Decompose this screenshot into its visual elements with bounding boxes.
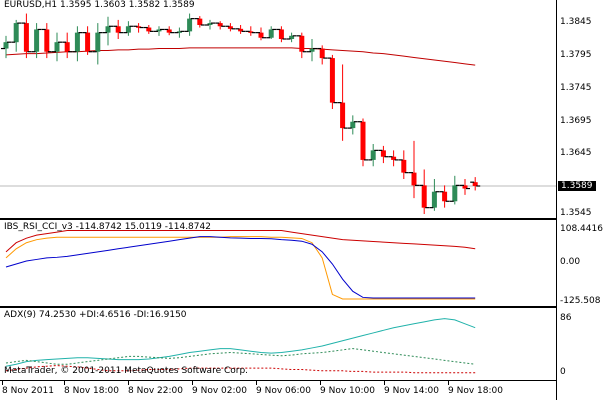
candle-body bbox=[238, 28, 244, 32]
symbol-label: EURUSD,H1 bbox=[4, 0, 58, 10]
candle-body bbox=[309, 48, 315, 52]
time-label: 8 Nov 18:00 bbox=[64, 386, 119, 396]
oscillator-title: IBS_RSI_CCI_v3 -114.8742 15.0119 -114.87… bbox=[4, 222, 211, 232]
candle-body bbox=[176, 31, 182, 33]
adx-svg[interactable] bbox=[0, 310, 556, 380]
candle-body bbox=[472, 182, 478, 186]
candle-body bbox=[95, 32, 101, 52]
candle-body bbox=[146, 27, 152, 32]
adx-max-label: 86 bbox=[560, 313, 572, 323]
oscillator-pane[interactable]: IBS_RSI_CCI_v3 -114.8742 15.0119 -114.87… bbox=[0, 222, 556, 306]
oscillator-min-label: -125.508 bbox=[560, 296, 601, 306]
candle-body bbox=[125, 26, 131, 33]
candle-body bbox=[319, 48, 325, 59]
candle-body bbox=[248, 31, 254, 33]
oscillator-blue-line bbox=[5, 236, 476, 299]
candle-body bbox=[278, 29, 284, 39]
price-chart-svg[interactable] bbox=[0, 0, 556, 218]
candle-body bbox=[370, 150, 376, 160]
candle-body bbox=[34, 29, 40, 52]
time-label: 9 Nov 06:00 bbox=[256, 386, 311, 396]
candle-body bbox=[329, 58, 335, 103]
price-label: 1.3695 bbox=[560, 116, 592, 126]
price-label: 1.3545 bbox=[560, 208, 592, 218]
candle-body bbox=[23, 23, 29, 52]
candle-body bbox=[64, 42, 70, 52]
candle-body bbox=[340, 102, 346, 129]
candle-body bbox=[258, 32, 264, 38]
price-label: 1.3645 bbox=[560, 148, 592, 158]
adx-pane[interactable]: ADX(9) 74.2530 +DI:4.6516 -DI:16.9150 bbox=[0, 310, 556, 380]
oscillator-red-line bbox=[5, 230, 476, 253]
main-chart-title: EURUSD,H1 1.3595 1.3603 1.3582 1.3589 bbox=[4, 0, 195, 10]
adx-plus-di-line bbox=[5, 348, 476, 365]
candle-body bbox=[401, 159, 407, 173]
time-label: 9 Nov 14:00 bbox=[384, 386, 439, 396]
candle-body bbox=[411, 172, 417, 186]
candle-body bbox=[207, 23, 213, 25]
price-chart-pane[interactable]: EURUSD,H1 1.3595 1.3603 1.3582 1.3589 bbox=[0, 0, 556, 218]
oscillator-orange-line bbox=[5, 236, 476, 300]
candle-body bbox=[187, 18, 193, 32]
time-label: 8 Nov 22:00 bbox=[128, 386, 183, 396]
candle-body bbox=[115, 26, 121, 33]
time-label: 9 Nov 10:00 bbox=[320, 386, 375, 396]
copyright-label: MetaTrader, © 2001-2011 MetaQuotes Softw… bbox=[4, 366, 249, 376]
time-axis-line bbox=[0, 380, 556, 381]
pane-separator-1[interactable] bbox=[0, 218, 606, 220]
oscillator-svg[interactable] bbox=[0, 222, 556, 306]
moving-average-line bbox=[5, 47, 476, 66]
candle-body bbox=[197, 18, 203, 25]
candle-body bbox=[13, 23, 19, 43]
candle-body bbox=[442, 191, 448, 202]
candle-body bbox=[136, 26, 142, 28]
price-label: 1.3845 bbox=[560, 17, 592, 27]
adx-title: ADX(9) 74.2530 +DI:4.6516 -DI:16.9150 bbox=[4, 310, 187, 320]
candle-body bbox=[421, 185, 427, 208]
candle-body bbox=[462, 185, 468, 189]
candle-body bbox=[44, 29, 50, 52]
price-axis[interactable] bbox=[556, 0, 606, 400]
time-label: 9 Nov 18:00 bbox=[448, 386, 503, 396]
candle-body bbox=[156, 29, 162, 32]
candle-body bbox=[299, 35, 305, 52]
adx-main-line bbox=[5, 318, 476, 367]
price-label: 1.3795 bbox=[560, 50, 592, 60]
candle-body bbox=[350, 121, 356, 129]
candle-body bbox=[166, 29, 172, 33]
candle-body bbox=[452, 185, 458, 202]
candle-body bbox=[105, 26, 111, 33]
candle-body bbox=[74, 32, 80, 52]
candle-body bbox=[227, 26, 233, 29]
candle-body bbox=[3, 42, 9, 49]
candle-body bbox=[360, 121, 366, 160]
candle-body bbox=[289, 35, 295, 39]
ohlc-label: 1.3595 1.3603 1.3582 1.3589 bbox=[60, 0, 195, 10]
time-label: 9 Nov 02:00 bbox=[192, 386, 247, 396]
candle-body bbox=[380, 150, 386, 157]
time-label: 8 Nov 2011 bbox=[2, 386, 54, 396]
candle-body bbox=[268, 29, 274, 38]
oscillator-max-label: 108.4416 bbox=[560, 224, 603, 234]
candle-body bbox=[85, 32, 91, 52]
candle-body bbox=[431, 191, 437, 208]
pane-separator-2[interactable] bbox=[0, 306, 606, 308]
price-label: 1.3745 bbox=[560, 83, 592, 93]
adx-min-label: 0 bbox=[560, 367, 566, 377]
candle-body bbox=[391, 156, 397, 160]
candle-body bbox=[217, 23, 223, 27]
candle-body bbox=[54, 42, 60, 52]
current-price-marker: 1.3589 bbox=[558, 181, 596, 191]
oscillator-zero-label: 0.00 bbox=[560, 257, 581, 267]
